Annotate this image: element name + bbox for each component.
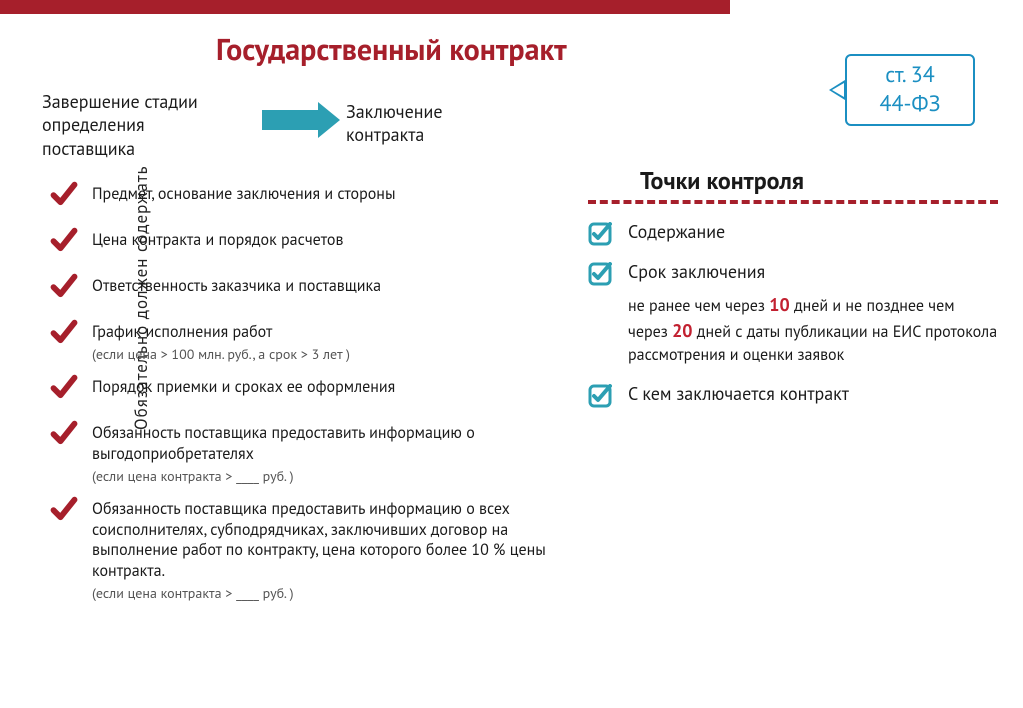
checkmark-icon xyxy=(50,226,80,254)
check-main: График исполнения работ xyxy=(92,322,272,342)
check-main: Обязанность поставщика предоставить инфо… xyxy=(92,499,546,581)
control-title: Точки контроля xyxy=(640,165,804,196)
check-text: Предмет, основание заключения и стороны xyxy=(92,180,396,207)
check-row: Ответственность заказчика и поставщика xyxy=(50,272,570,300)
check-sub: (если цена > 100 млн. руб., а срок > 3 л… xyxy=(92,345,350,363)
header-red-bar xyxy=(0,0,730,14)
control-row: Срок заключения xyxy=(588,260,998,286)
checkbox-checked-icon xyxy=(588,220,614,246)
detail-number: 20 xyxy=(672,319,692,342)
checkmark-icon xyxy=(50,373,80,401)
check-sub: (если цена контракта > ____ руб. ) xyxy=(92,467,570,485)
stage-right-text: Заключение контракта xyxy=(346,100,506,147)
check-text: Обязанность поставщика предоставить инфо… xyxy=(92,419,570,485)
control-text: С кем заключается контракт xyxy=(628,382,998,405)
check-main: Предмет, основание заключения и стороны xyxy=(92,184,396,204)
law-reference-box: ст. 34 44-ФЗ xyxy=(845,54,975,126)
check-text: Ответственность заказчика и поставщика xyxy=(92,272,381,299)
checkbox-checked-icon xyxy=(588,382,614,408)
check-text: Цена контракта и порядок расчетов xyxy=(92,226,343,253)
control-text: Срок заключения xyxy=(628,260,998,283)
control-row: Содержание xyxy=(588,220,998,246)
check-row: Цена контракта и порядок расчетов xyxy=(50,226,570,254)
checkbox-checked-icon xyxy=(588,260,614,286)
check-row: Предмет, основание заключения и стороны xyxy=(50,180,570,208)
law-line-2: 44-ФЗ xyxy=(847,90,973,119)
check-row: Обязанность поставщика предоставить инфо… xyxy=(50,419,570,485)
check-main: Цена контракта и порядок расчетов xyxy=(92,230,343,250)
control-row: С кем заключается контракт xyxy=(588,382,998,408)
control-text: Содержание xyxy=(628,220,998,243)
checkmark-icon xyxy=(50,419,80,447)
checkmark-icon xyxy=(50,318,80,346)
checkmark-icon xyxy=(50,495,80,523)
check-row: График исполнения работ (если цена > 100… xyxy=(50,318,570,363)
check-text: Порядок приемки и сроках ее оформления xyxy=(92,373,395,400)
arrow-right-icon xyxy=(262,110,320,130)
detail-number: 10 xyxy=(769,293,789,316)
law-box-pointer-icon xyxy=(829,80,845,100)
page-title: Государственный контракт xyxy=(216,30,567,69)
control-column: Содержание Срок заключения не ранее чем … xyxy=(588,220,998,422)
law-line-1: ст. 34 xyxy=(847,61,973,90)
check-row: Обязанность поставщика предоставить инфо… xyxy=(50,495,570,602)
check-sub: (если цена контракта > ____ руб. ) xyxy=(92,584,570,602)
checkmark-icon xyxy=(50,272,80,300)
checklist-column: Предмет, основание заключения и стороны … xyxy=(50,180,570,612)
check-main: Обязанность поставщика предоставить инфо… xyxy=(92,423,475,464)
stage-left-text: Завершение стадии определения поставщика xyxy=(42,90,242,160)
check-text: Обязанность поставщика предоставить инфо… xyxy=(92,495,570,602)
dashed-divider xyxy=(588,200,998,204)
control-detail: не ранее чем через 10 дней и не позднее … xyxy=(628,292,998,368)
check-text: График исполнения работ (если цена > 100… xyxy=(92,318,350,363)
checkmark-icon xyxy=(50,180,80,208)
check-row: Порядок приемки и сроках ее оформления xyxy=(50,373,570,401)
detail-part: не ранее чем через xyxy=(628,296,769,316)
check-main: Ответственность заказчика и поставщика xyxy=(92,276,381,296)
check-main: Порядок приемки и сроках ее оформления xyxy=(92,377,395,397)
header-white-gap xyxy=(730,0,1023,14)
